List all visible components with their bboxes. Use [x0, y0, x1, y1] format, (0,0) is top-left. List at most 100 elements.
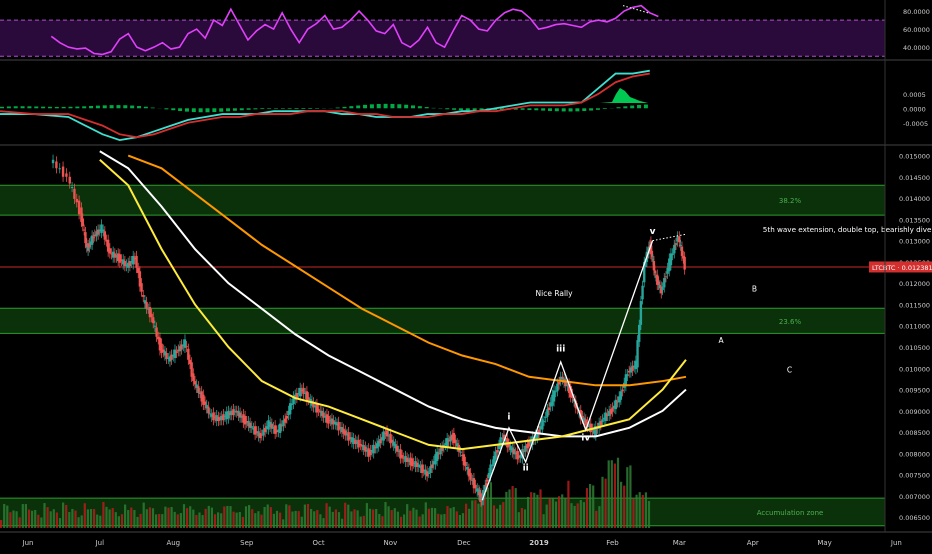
macd-histogram-bar	[240, 108, 244, 110]
price-tick-label: 0.009500	[899, 387, 930, 395]
volume-bar	[502, 502, 504, 528]
macd-histogram-bar	[130, 106, 134, 109]
volume-bar	[239, 512, 241, 528]
wave-label-ii: ii	[523, 463, 529, 473]
volume-bar	[552, 498, 554, 528]
accumulation-zone-box	[0, 498, 885, 526]
macd-histogram-bar	[308, 108, 312, 109]
volume-bar	[518, 512, 520, 528]
candle-body	[65, 173, 67, 176]
candle-body	[71, 187, 73, 188]
candle-body	[209, 413, 211, 414]
macd-histogram-bar	[185, 108, 189, 111]
volume-bar	[47, 507, 49, 528]
volume-bar	[375, 509, 377, 528]
volume-bar	[623, 486, 625, 528]
volume-bar	[25, 504, 27, 528]
candle-body	[299, 388, 301, 397]
candle-body	[204, 401, 206, 404]
candle-body	[459, 452, 461, 453]
macd-histogram-bar	[404, 105, 408, 109]
volume-bar	[74, 511, 76, 528]
volume-bar	[357, 510, 359, 528]
volume-bar	[248, 505, 250, 528]
volume-bar	[639, 492, 641, 528]
volume-bar	[53, 509, 55, 528]
macd-tick-label: -0.0005	[903, 120, 928, 128]
volume-bar	[648, 501, 650, 528]
volume-bar	[124, 505, 126, 528]
candle-body	[207, 407, 209, 414]
macd-histogram-bar	[82, 106, 86, 108]
volume-bar	[388, 506, 390, 528]
wave-label-iv: iv	[581, 434, 590, 444]
volume-bar	[459, 515, 461, 528]
wave-label-i: i	[507, 412, 510, 422]
volume-bar	[22, 504, 24, 528]
time-tick-label: Aug	[166, 539, 180, 547]
volume-bar	[62, 503, 64, 528]
volume-bar	[12, 510, 14, 528]
candle-body	[621, 390, 623, 392]
candle-body	[545, 417, 547, 418]
volume-bar	[350, 511, 352, 528]
volume-bar	[338, 512, 340, 528]
volume-bar	[273, 514, 275, 528]
rsi-band	[0, 20, 885, 56]
volume-bar	[279, 513, 281, 528]
volume-bar	[512, 486, 514, 528]
volume-bar	[304, 505, 306, 528]
candle-body	[386, 430, 388, 436]
candle-body	[546, 409, 548, 417]
macd-histogram-bar	[34, 106, 38, 108]
candle-body	[244, 416, 246, 425]
volume-bar	[341, 519, 343, 528]
candle-body	[92, 237, 94, 238]
volume-bar	[484, 497, 486, 528]
volume-bar	[620, 482, 622, 528]
time-tick-label: May	[817, 539, 831, 547]
volume-bar	[508, 489, 510, 528]
volume-bar	[214, 514, 216, 528]
volume-bar	[50, 511, 52, 528]
macd-histogram-bar	[541, 108, 545, 110]
candle-body	[316, 404, 318, 413]
candle-body	[474, 485, 476, 488]
candle-body	[636, 340, 638, 367]
volume-bar	[499, 505, 501, 528]
price-tag-symbol: LTCBTC	[872, 264, 896, 272]
volume-bar	[477, 504, 479, 528]
macd-histogram-bar	[96, 106, 100, 109]
candle-body	[232, 409, 234, 415]
volume-bar	[291, 512, 293, 528]
annotation-nice-rally: Nice Rally	[536, 289, 574, 298]
candle-body	[192, 373, 194, 381]
macd-histogram-bar	[75, 107, 79, 109]
volume-bar	[260, 515, 262, 528]
volume-bar	[580, 500, 582, 528]
candle-body	[359, 444, 361, 445]
volume-bar	[236, 513, 238, 528]
candle-body	[187, 349, 189, 360]
volume-bar	[171, 507, 173, 528]
volume-bar	[34, 510, 36, 528]
volume-bar	[267, 504, 269, 528]
elliott-wave-line	[482, 241, 652, 501]
macd-histogram-bar	[260, 108, 264, 109]
macd-histogram-bar	[644, 105, 648, 109]
price-tick-label: 0.011500	[899, 301, 930, 309]
volume-bar	[515, 488, 517, 528]
volume-bar	[307, 504, 309, 528]
volume-bar	[378, 514, 380, 528]
volume-bar	[409, 511, 411, 528]
volume-bar	[251, 509, 253, 528]
volume-bar	[90, 509, 92, 528]
candle-body	[142, 295, 144, 297]
candle-body	[401, 455, 403, 458]
candle-body	[491, 464, 493, 466]
volume-bar	[186, 508, 188, 528]
candle-body	[140, 283, 142, 292]
volume-bar	[84, 503, 86, 528]
